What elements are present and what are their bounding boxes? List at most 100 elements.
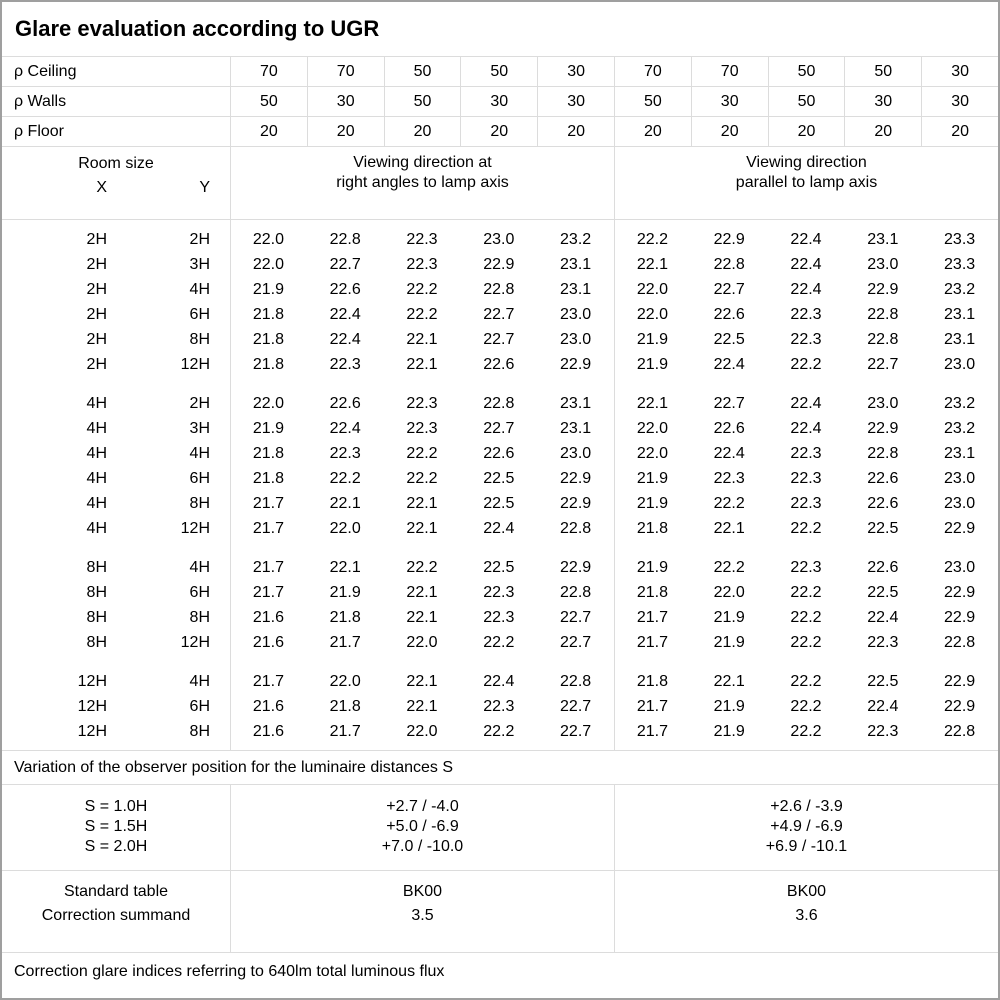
ugr-value: 22.1 (406, 519, 438, 537)
ugr-value: 22.0 (713, 583, 745, 601)
reflectance-value: 70 (306, 57, 384, 86)
room-size-y: 2H (189, 230, 210, 248)
ugr-value: 21.7 (252, 583, 284, 601)
reflectance-value: 20 (230, 117, 307, 146)
ugr-value: 22.4 (483, 519, 515, 537)
ugr-value: 22.9 (944, 519, 976, 537)
ugr-value: 22.8 (560, 672, 592, 690)
reflectance-header: ρ Ceiling 70 70 50 50 30 70 70 50 50 30 ρ Walls 50 30… (2, 57, 998, 147)
reflectance-value: 20 (537, 117, 614, 146)
page-title: Glare evaluation according to UGR (15, 16, 380, 41)
s-correction-value: +2.6 / -3.9 (770, 798, 843, 815)
room-size-x: 2H (86, 255, 107, 273)
ugr-value: 22.9 (560, 494, 592, 512)
s-correction-value: +5.0 / -6.9 (386, 818, 459, 835)
ugr-value: 21.8 (636, 583, 668, 601)
ugr-value: 22.0 (406, 633, 438, 651)
room-size-y: 8H (189, 608, 210, 626)
ugr-value: 21.7 (252, 519, 284, 537)
reflectance-value: 50 (614, 87, 691, 116)
table-row: 2H 3H 22.0 22.7 22.3 22.9 23.1 22.1 22.8 22.4 23.0… (2, 252, 998, 277)
ugr-value: 22.4 (867, 697, 899, 715)
ugr-value: 21.8 (252, 355, 284, 373)
table-row: 4H 12H 21.7 22.0 22.1 22.4 22.8 21.8 22.1 22.2 22.… (2, 516, 998, 541)
ugr-value: 22.2 (713, 558, 745, 576)
ugr-value: 22.3 (483, 608, 515, 626)
ugr-value: 22.2 (790, 608, 822, 626)
ugr-value: 22.5 (713, 330, 745, 348)
ugr-value: 21.9 (636, 558, 668, 576)
ugr-value: 23.0 (867, 394, 899, 412)
ugr-value: 22.2 (406, 558, 438, 576)
ugr-value: 22.4 (329, 419, 361, 437)
ugr-value: 22.6 (867, 469, 899, 487)
summary-labels: Standard table Correction summand (2, 880, 230, 952)
variation-note: Variation of the observer position for t… (14, 758, 454, 776)
ugr-value: 22.3 (790, 469, 822, 487)
room-size-x: 12H (77, 672, 107, 690)
reflectance-value: 20 (306, 117, 384, 146)
room-size-x: 2H (86, 280, 107, 298)
reflectance-value: 20 (921, 117, 998, 146)
ugr-value: 22.4 (790, 280, 822, 298)
ugr-value: 22.0 (329, 672, 361, 690)
ugr-value: 22.3 (790, 305, 822, 323)
ugr-value: 21.7 (636, 633, 668, 651)
block-gap (2, 541, 998, 555)
ugr-value: 22.5 (483, 558, 515, 576)
ugr-value: 22.0 (406, 722, 438, 740)
ugr-value: 21.8 (636, 519, 668, 537)
ugr-value: 22.1 (636, 255, 668, 273)
ugr-value: 22.2 (406, 280, 438, 298)
s-correction-value: +6.9 / -10.1 (765, 838, 848, 855)
ugr-value: 22.2 (790, 583, 822, 601)
ugr-value: 22.9 (560, 355, 592, 373)
ugr-value: 22.8 (483, 394, 515, 412)
room-size-y: 12H (180, 355, 210, 373)
room-size-x: 8H (86, 583, 107, 601)
table-row: 12H 8H 21.6 21.7 22.0 22.2 22.7 21.7 21.9 22.2 22.… (2, 719, 998, 744)
footnote-row: Correction glare indices referring to 64… (2, 953, 998, 998)
ugr-value: 22.4 (329, 305, 361, 323)
ugr-value: 22.3 (329, 444, 361, 462)
reflectance-value: 20 (690, 117, 768, 146)
reflectance-value: 20 (460, 117, 537, 146)
reflectance-value: 70 (690, 57, 768, 86)
ugr-value: 22.3 (329, 355, 361, 373)
room-size-x: 2H (86, 330, 107, 348)
group-header-right-angles-line1: Viewing direction at (353, 154, 492, 171)
s-distance-labels: S = 1.0H S = 1.5H S = 2.0H (2, 797, 230, 870)
table-row: 12H 6H 21.6 21.8 22.1 22.3 22.7 21.7 21.9 22.2 22.… (2, 694, 998, 719)
ugr-value: 22.2 (483, 633, 515, 651)
group-header-right-angles: Viewing direction at right angles to lam… (230, 147, 614, 219)
ugr-value: 22.6 (713, 305, 745, 323)
ugr-value: 22.4 (329, 330, 361, 348)
reflectance-row: ρ Floor 20 20 20 20 20 20 20 20 20 20 (2, 117, 998, 147)
reflectance-row: ρ Ceiling 70 70 50 50 30 70 70 50 50 30 (2, 57, 998, 87)
room-size-y: 6H (189, 697, 210, 715)
group-header-parallel: Viewing direction parallel to lamp axis (614, 147, 998, 219)
table-row: 8H 8H 21.6 21.8 22.1 22.3 22.7 21.7 21.9 22.2 22.4… (2, 605, 998, 630)
table-row: 2H 12H 21.8 22.3 22.1 22.6 22.9 21.9 22.4 22.2 22.… (2, 352, 998, 377)
table-row: 8H 6H 21.7 21.9 22.1 22.3 22.8 21.8 22.0 22.2 22.5… (2, 580, 998, 605)
variation-note-row: Variation of the observer position for t… (2, 750, 998, 785)
ugr-value: 22.4 (867, 608, 899, 626)
room-size-x: 2H (86, 355, 107, 373)
title-row: Glare evaluation according to UGR (2, 2, 998, 57)
ugr-value: 21.8 (252, 444, 284, 462)
ugr-value: 21.7 (252, 558, 284, 576)
reflectance-value: 20 (767, 117, 845, 146)
ugr-value: 22.9 (560, 558, 592, 576)
room-size-y: 4H (189, 280, 210, 298)
ugr-value: 23.1 (560, 394, 592, 412)
reflectance-row-label: ρ Walls (14, 92, 67, 110)
ugr-value: 22.8 (867, 330, 899, 348)
ugr-value: 22.1 (329, 558, 361, 576)
x-axis-label: X (96, 179, 107, 196)
reflectance-value: 50 (767, 87, 845, 116)
reflectance-value: 50 (230, 87, 307, 116)
ugr-value: 21.9 (636, 355, 668, 373)
room-size-y: 12H (180, 519, 210, 537)
ugr-value: 22.7 (483, 305, 515, 323)
ugr-value: 22.4 (790, 230, 822, 248)
